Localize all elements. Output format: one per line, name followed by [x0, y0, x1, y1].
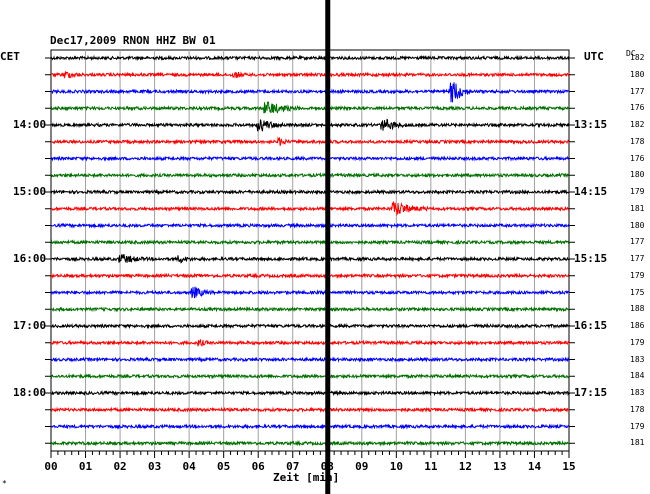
dc-offset-label: 179: [630, 337, 645, 347]
dc-offset-label: 179: [630, 270, 645, 280]
trace-row-6: [50, 155, 570, 162]
trace-row-18: [50, 356, 570, 363]
trace-row-20: [50, 389, 570, 397]
dc-offset-label: 177: [630, 86, 645, 96]
current-time-marker: [325, 0, 331, 494]
trace-row-10: [50, 222, 570, 229]
dc-offset-label: 179: [630, 187, 645, 196]
left-hour-label: 17:00: [13, 319, 47, 332]
right-hour-label: 14:15: [574, 185, 608, 198]
right-hour-label: 16:15: [574, 319, 608, 332]
dc-header-label: DC: [626, 49, 636, 58]
left-hour-label: 16:00: [13, 252, 47, 265]
x-tick-label-10: 10: [390, 460, 403, 473]
dc-offset-label: 180: [630, 69, 645, 79]
x-tick-label-02: 02: [113, 460, 126, 473]
trace-row-22: [50, 423, 570, 430]
dc-offset-label: 178: [630, 404, 645, 414]
dc-offset-label: 183: [630, 388, 645, 397]
trace-row-0: [50, 54, 570, 62]
dc-offset-label: 181: [630, 203, 645, 213]
x-tick-label-01: 01: [79, 460, 93, 473]
right-hour-label: 13:15: [574, 118, 608, 131]
dc-offset-label: 176: [630, 103, 645, 113]
right-timezone-label: UTC: [584, 50, 604, 63]
trace-row-21: [50, 406, 570, 414]
trace-row-19: [50, 372, 570, 380]
right-hour-label: 15:15: [574, 252, 608, 265]
trace-row-5: [50, 136, 570, 146]
x-tick-label-14: 14: [528, 460, 542, 473]
trace-row-3: [50, 101, 570, 114]
dc-offset-label: 180: [630, 220, 645, 230]
x-tick-label-13: 13: [493, 460, 506, 473]
x-tick-label-00: 00: [44, 460, 57, 473]
dc-offset-label: 188: [630, 304, 645, 314]
plot-title: Dec17,2009 RNON HHZ BW 01: [50, 34, 216, 47]
x-tick-label-03: 03: [148, 460, 161, 473]
dc-offset-label: 184: [630, 371, 645, 381]
trace-row-15: [50, 305, 570, 313]
x-tick-label-04: 04: [183, 460, 197, 473]
x-tick-label-07: 07: [286, 460, 299, 473]
dc-offset-label: 186: [630, 321, 645, 330]
trace-row-23: [50, 439, 570, 447]
trace-row-12: [50, 254, 570, 264]
left-hour-label: 14:00: [13, 118, 47, 131]
trace-row-13: [50, 272, 570, 280]
x-tick-label-11: 11: [424, 460, 438, 473]
dc-offset-label: 182: [630, 53, 645, 62]
x-axis-label: Zeit [min]: [273, 471, 340, 484]
corner-mark: *: [2, 479, 7, 488]
x-tick-label-06: 06: [252, 460, 266, 473]
dc-offset-label: 183: [630, 354, 645, 364]
trace-row-9: [50, 201, 570, 216]
trace-row-4: [50, 118, 570, 132]
dc-offset-label: 177: [630, 237, 645, 247]
dc-offset-label: 177: [630, 254, 645, 263]
dc-offset-label: 180: [630, 170, 645, 180]
trace-row-17: [50, 338, 570, 347]
x-tick-label-12: 12: [459, 460, 472, 473]
right-hour-label: 17:15: [574, 386, 608, 399]
dc-offset-label: 181: [630, 438, 645, 448]
dc-offset-label: 179: [630, 421, 645, 431]
dc-offset-label: 175: [630, 287, 645, 297]
x-tick-label-09: 09: [355, 460, 368, 473]
left-hour-label: 18:00: [13, 386, 47, 399]
trace-row-1: [50, 71, 570, 79]
plot-frame: [50, 49, 570, 452]
dc-offset-label: 182: [630, 120, 645, 129]
x-tick-label-15: 15: [562, 460, 575, 473]
trace-row-8: [50, 188, 570, 196]
left-timezone-label: CET: [0, 50, 20, 63]
x-tick-label-05: 05: [217, 460, 230, 473]
dc-offset-label: 178: [630, 136, 645, 146]
trace-row-11: [50, 238, 570, 246]
trace-row-14: [50, 286, 570, 299]
dc-offset-label: 176: [630, 153, 645, 163]
trace-row-16: [51, 322, 570, 330]
left-hour-label: 15:00: [13, 185, 47, 198]
trace-row-2: [50, 82, 570, 103]
trace-row-7: [50, 172, 570, 179]
